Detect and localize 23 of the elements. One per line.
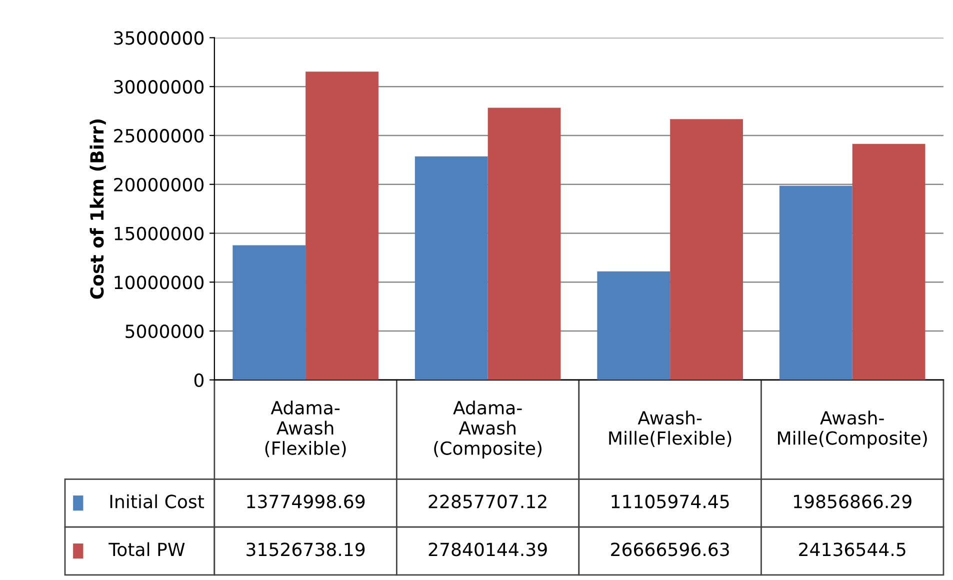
y-axis-title: Cost of 1km (Birr) xyxy=(90,119,106,299)
data-label: 13774998.69 xyxy=(247,494,365,508)
data-label: 24136544.5 xyxy=(799,542,906,556)
legend-label: Total PW xyxy=(108,542,185,556)
data-label: 26666596.63 xyxy=(611,542,729,556)
data-label: 22857707.12 xyxy=(428,494,546,508)
y-tick-label: 30000000 xyxy=(114,80,204,94)
x-tick-label: Adama-Awash (Flexible) xyxy=(265,400,346,458)
y-tick-label: 25000000 xyxy=(114,128,204,143)
data-label: 11105974.45 xyxy=(612,494,729,508)
x-tick-label: Awash-Mille(Flexible) xyxy=(609,410,732,447)
y-tick-label: 10000000 xyxy=(114,276,204,290)
data-label: 31526738.19 xyxy=(246,542,365,556)
legend-label: Initial Cost xyxy=(110,494,204,508)
y-tick-label: 20000000 xyxy=(114,178,204,192)
x-tick-label: Adama-Awash (Composite) xyxy=(434,400,542,458)
x-tick-label: Awash-Mille(Composite) xyxy=(778,410,927,448)
y-tick-label: 5000000 xyxy=(126,324,204,338)
data-label: 27840144.39 xyxy=(428,542,547,556)
y-tick-label: 0 xyxy=(194,373,204,388)
y-tick-label: 15000000 xyxy=(114,226,204,240)
data-label: 19856866.29 xyxy=(794,494,912,508)
y-tick-label: 35000000 xyxy=(114,31,204,45)
